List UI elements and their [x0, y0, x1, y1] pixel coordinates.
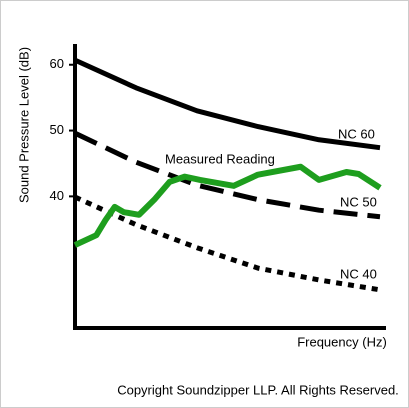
series-label: NC 60: [338, 126, 375, 141]
series-line: [73, 194, 381, 293]
y-axis-label: Sound Pressure Level (dB): [16, 47, 31, 203]
series-label: NC 40: [340, 266, 377, 281]
series-line: [73, 130, 381, 220]
y-tick-label: 50: [50, 122, 64, 137]
y-tick-label: 40: [50, 188, 64, 203]
copyright: Copyright Soundzipper LLP. All Rights Re…: [117, 382, 399, 397]
x-axis-label: Frequency (Hz): [297, 334, 387, 349]
y-tick-label: 60: [50, 56, 64, 71]
series-label: NC 50: [340, 194, 377, 209]
series-line: [73, 163, 382, 248]
series-label: Measured Reading: [165, 151, 275, 166]
series-line: [73, 57, 381, 151]
